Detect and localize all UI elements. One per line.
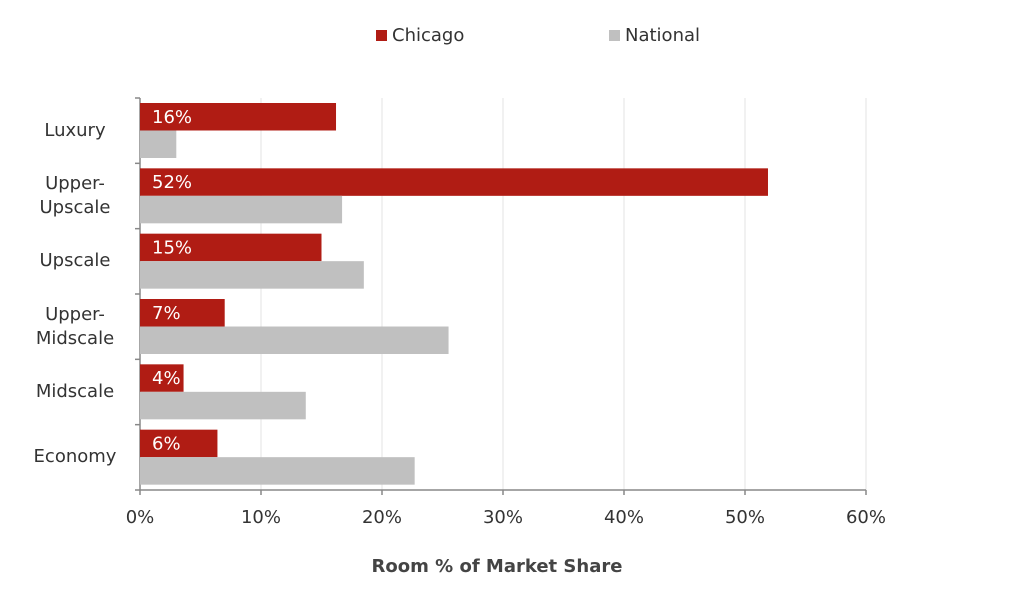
bar: [140, 326, 449, 354]
legend-swatch: [609, 30, 620, 41]
x-tick-label: 0%: [126, 507, 155, 528]
y-tick-label: Upscale: [39, 250, 111, 272]
y-tick-label: Economy: [33, 446, 117, 468]
x-tick-label: 20%: [362, 507, 402, 528]
value-label: 52%: [152, 172, 192, 193]
x-tick-label: 30%: [483, 507, 523, 528]
bar: [140, 233, 322, 262]
bar: [140, 130, 177, 158]
bar: [140, 299, 225, 327]
bar: [140, 261, 364, 289]
value-label: 16%: [152, 107, 192, 128]
y-tick-label: Upper-Upscale: [39, 173, 111, 218]
bar: [140, 103, 337, 131]
x-tick-label: 40%: [604, 507, 644, 528]
x-tick-label: 60%: [846, 507, 886, 528]
y-tick-label: Luxury: [44, 119, 106, 141]
bar: [140, 391, 306, 420]
legend-label: Chicago: [392, 25, 464, 46]
bar: [140, 364, 184, 392]
value-label: 15%: [152, 237, 192, 258]
value-label: 6%: [152, 433, 181, 454]
value-label: 7%: [152, 303, 181, 324]
bar: [140, 195, 343, 224]
legend-label: National: [625, 25, 700, 46]
y-tick-label: Midscale: [35, 381, 115, 402]
legend-swatch: [376, 30, 387, 41]
x-tick-label: 50%: [725, 507, 765, 528]
bar: [140, 457, 415, 485]
value-label: 4%: [152, 368, 181, 389]
bar: [140, 168, 768, 196]
bar: [140, 429, 218, 458]
x-tick-label: 10%: [241, 507, 281, 528]
x-axis-title: Room % of Market Share: [372, 556, 623, 577]
y-tick-label: Upper-Midscale: [35, 303, 115, 349]
